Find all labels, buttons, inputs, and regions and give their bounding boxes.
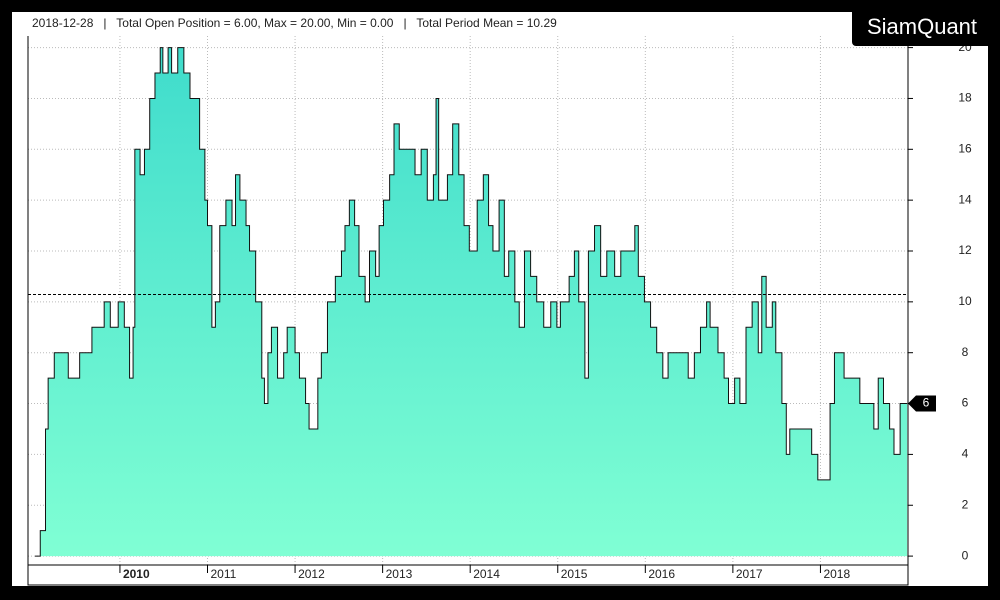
header-bar <box>12 12 988 36</box>
x-tick-label: 2018 <box>823 567 850 581</box>
line <box>35 47 908 557</box>
x-tick-label: 2013 <box>386 567 413 581</box>
x-tick-label: 2011 <box>211 567 237 581</box>
x-tick-label: 2016 <box>648 567 675 581</box>
y-tick-label: 12 <box>958 243 972 257</box>
brand-badge <box>852 8 992 46</box>
area <box>35 47 908 557</box>
x-tick-label: 2014 <box>473 567 500 581</box>
last-value-label: 6 <box>923 396 930 410</box>
x-axis-strip <box>27 564 909 586</box>
y-tick-label: 16 <box>958 141 972 155</box>
y-tick-label: 8 <box>962 345 969 359</box>
last-value-tag <box>908 395 936 412</box>
y-tick-label: 10 <box>958 294 972 308</box>
x-tick-label: 2012 <box>298 567 325 581</box>
brand: SiamQuant <box>867 14 977 39</box>
x-tick-label: 2010 <box>123 567 150 581</box>
y-tick-label: 4 <box>962 447 969 461</box>
y-tick-label: 18 <box>958 91 972 105</box>
y-tick-label: 6 <box>962 396 969 410</box>
x-tick-label: 2017 <box>736 567 763 581</box>
x-tick-label: 2015 <box>561 567 588 581</box>
y-tick-label: 2 <box>962 497 969 511</box>
header-text: 2018-12-28 | Total Open Position = 6.00,… <box>32 16 557 30</box>
y-tick-label: 0 <box>962 548 969 562</box>
y-tick-label: 14 <box>958 192 972 206</box>
